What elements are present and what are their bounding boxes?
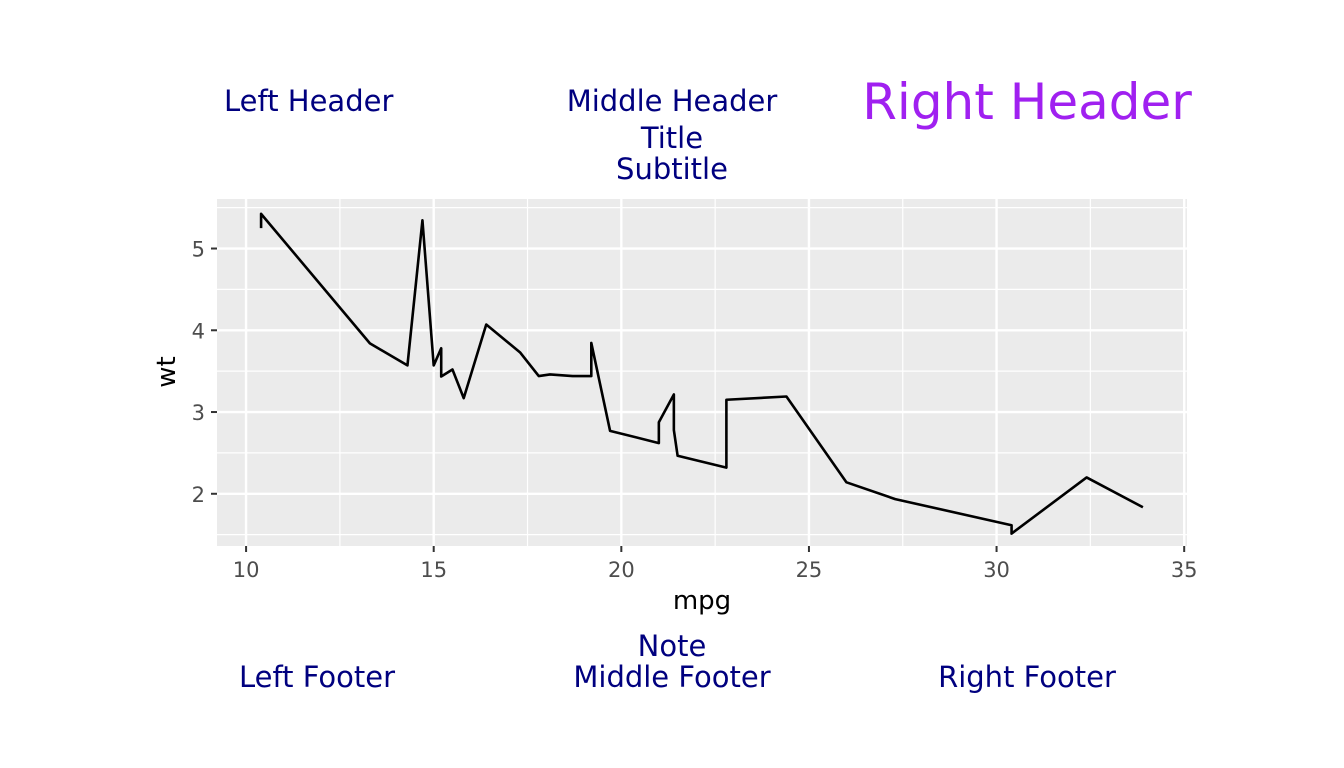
series-line xyxy=(259,212,1144,535)
x-tick-label: 30 xyxy=(983,558,1010,582)
chart-subtitle: Subtitle xyxy=(616,152,728,186)
plot-panel xyxy=(217,199,1187,546)
middle-header: Middle Header xyxy=(566,84,778,118)
y-tick-label: 2 xyxy=(192,483,205,507)
note: Note xyxy=(637,629,707,663)
x-tick-label: 10 xyxy=(233,558,260,582)
major-gridlines xyxy=(217,199,1187,546)
left-header: Left Header xyxy=(224,84,394,118)
x-tick-label: 15 xyxy=(420,558,447,582)
y-tick-label: 3 xyxy=(192,401,205,425)
y-tick-label: 4 xyxy=(192,319,205,343)
minor-gridlines xyxy=(217,199,1187,546)
chart-title: Title xyxy=(640,121,704,155)
x-axis-ticks: 10 15 20 25 30 35 xyxy=(233,546,1198,582)
right-header: Right Header xyxy=(862,73,1192,131)
y-tick-label: 5 xyxy=(192,238,205,262)
y-axis-title: wt xyxy=(152,356,182,387)
x-tick-label: 35 xyxy=(1171,558,1198,582)
right-footer: Right Footer xyxy=(938,660,1116,694)
x-axis-title: mpg xyxy=(673,586,731,616)
middle-footer: Middle Footer xyxy=(573,660,771,694)
x-tick-label: 25 xyxy=(796,558,823,582)
y-axis-ticks: 2 3 4 5 xyxy=(192,238,217,507)
x-tick-label: 20 xyxy=(608,558,635,582)
left-footer: Left Footer xyxy=(238,660,396,694)
